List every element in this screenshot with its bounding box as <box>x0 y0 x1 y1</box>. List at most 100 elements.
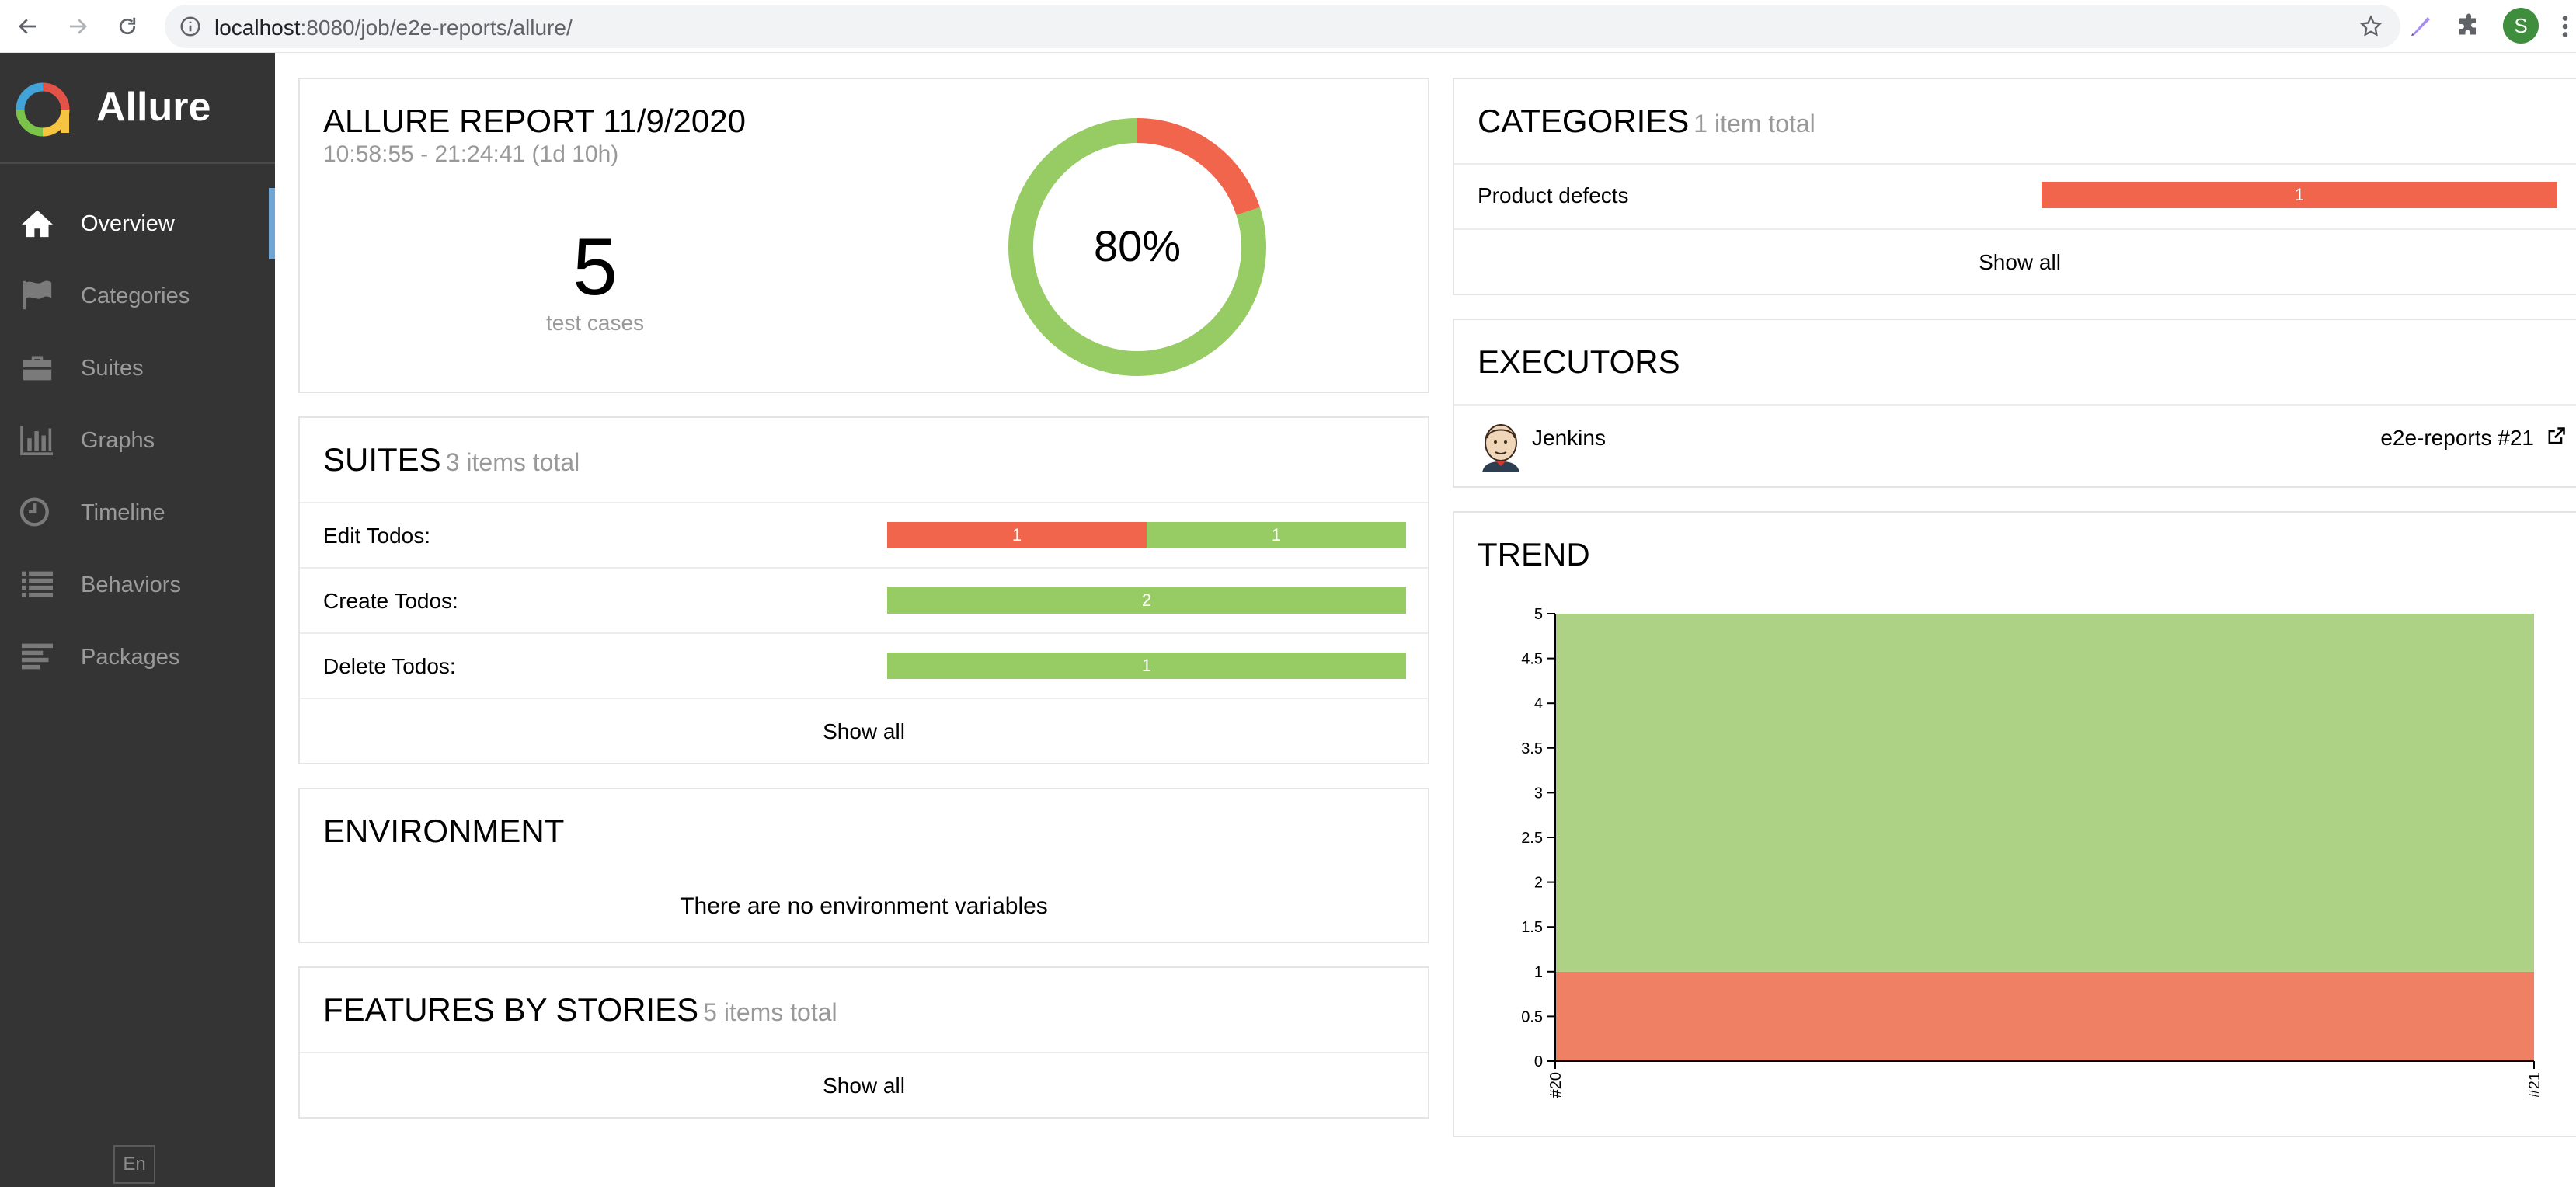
trend-y-tick-label: 2.5 <box>1521 830 1543 847</box>
features-count: 5 items total <box>703 998 837 1026</box>
categories-show-all-link[interactable]: Show all <box>1979 250 2061 274</box>
passed-segment: 2 <box>887 587 1406 614</box>
summary-widget: ALLURE REPORT 11/9/2020 10:58:55 - 21:24… <box>298 78 1429 393</box>
environment-widget: ENVIRONMENT There are no environment var… <box>298 788 1429 943</box>
bookmark-star-icon[interactable] <box>2358 14 2383 39</box>
sidebar-item-label: Timeline <box>81 500 165 525</box>
sidebar-item-label: Behaviors <box>81 573 181 597</box>
trend-area-0 <box>1555 971 2534 1061</box>
donut-failed-arc <box>1008 118 1266 376</box>
info-icon[interactable] <box>179 15 202 38</box>
trend-chart: 0 0.5 1 1.5 2 2.5 3 3.5 4 4.5 5 #20 #21 <box>1521 606 2543 1098</box>
url-text: localhost:8080/job/e2e-reports/allure/ <box>214 16 573 40</box>
features-title: FEATURES BY STORIES <box>323 991 699 1028</box>
trend-y-tick-label: 1 <box>1534 964 1543 981</box>
trend-y-tick-label: 4 <box>1534 695 1543 712</box>
success-rate-label: 80% <box>1094 221 1181 270</box>
sidebar-item-categories[interactable]: Categories <box>0 260 275 332</box>
trend-area-1 <box>1555 614 2534 972</box>
trend-y-tick-label: 3.5 <box>1521 740 1543 757</box>
trend-x-tick-label: #21 <box>2526 1072 2543 1098</box>
sidebar-item-packages[interactable]: Packages <box>0 621 275 693</box>
briefcase-icon <box>20 352 59 385</box>
suite-row[interactable]: Delete Todos: 1 <box>300 632 1428 698</box>
sidebar-item-label: Graphs <box>81 428 155 453</box>
features-show-all-link[interactable]: Show all <box>823 1074 905 1098</box>
trend-y-tick-label: 5 <box>1534 606 1543 623</box>
home-icon <box>20 207 59 240</box>
browser-toolbar: localhost:8080/job/e2e-reports/allure/ S <box>0 0 2576 53</box>
sidebar-item-label: Categories <box>81 284 190 308</box>
trend-title: TREND <box>1478 536 1590 573</box>
category-name: Product defects <box>1478 183 1629 207</box>
suites-count: 3 items total <box>445 448 580 476</box>
sidebar-item-label: Overview <box>81 211 175 236</box>
puzzle-extension-icon[interactable] <box>2455 12 2483 40</box>
back-arrow-icon[interactable] <box>12 11 44 42</box>
failed-segment: 1 <box>887 522 1147 548</box>
active-indicator <box>269 188 275 259</box>
sidebar-item-behaviors[interactable]: Behaviors <box>0 549 275 621</box>
sidebar: Allure Overview Categories Suites Graphs… <box>0 53 275 1187</box>
align-left-icon <box>20 641 59 674</box>
suites-show-all-link[interactable]: Show all <box>823 719 905 743</box>
trend-y-tick-label: 1.5 <box>1521 919 1543 936</box>
language-switcher[interactable]: En <box>113 1145 155 1184</box>
kebab-menu-icon[interactable] <box>2560 12 2570 40</box>
jenkins-icon <box>1478 421 1524 472</box>
executor-name: Jenkins <box>1532 426 1606 450</box>
show-all-row: Show all <box>1454 228 2576 295</box>
categories-count: 1 item total <box>1694 110 1815 137</box>
show-all-row: Show all <box>300 698 1428 764</box>
environment-title: ENVIRONMENT <box>323 813 565 849</box>
trend-widget: TREND 0 0.5 1 1.5 2 2.5 3 3.5 4 4.5 5 #20 #21 <box>1453 511 2576 1137</box>
brand-name: Allure <box>96 85 211 130</box>
test-case-label: test cases <box>545 311 645 335</box>
flag-icon <box>20 280 59 312</box>
reload-icon[interactable] <box>112 11 143 42</box>
sidebar-item-overview[interactable]: Overview <box>0 188 275 259</box>
category-status-bar: 1 <box>2042 182 2557 208</box>
report-time-range: 10:58:55 - 21:24:41 (1d 10h) <box>323 141 619 167</box>
suite-name: Delete Todos: <box>323 654 456 678</box>
sidebar-divider <box>0 162 275 164</box>
executor-row: Jenkins e2e-reports #21 <box>1454 404 2576 488</box>
clock-icon <box>20 496 59 529</box>
executor-build-link[interactable]: e2e-reports #21 <box>2380 426 2534 450</box>
trend-y-tick-label: 0.5 <box>1521 1008 1543 1025</box>
suite-name: Edit Todos: <box>323 524 431 548</box>
suite-status-bar: 1 1 <box>887 522 1406 548</box>
passed-segment: 1 <box>887 653 1406 679</box>
report-title: ALLURE REPORT 11/9/2020 <box>323 103 746 139</box>
address-bar[interactable]: localhost:8080/job/e2e-reports/allure/ <box>165 5 2400 48</box>
sidebar-item-graphs[interactable]: Graphs <box>0 405 275 476</box>
categories-widget: CATEGORIES 1 item total Product defects 1… <box>1453 78 2576 295</box>
suites-title: SUITES <box>323 441 441 478</box>
trend-y-tick-label: 0 <box>1534 1053 1543 1070</box>
category-row[interactable]: Product defects 1 <box>1454 163 2576 228</box>
executors-widget: EXECUTORS Jenkins e2e-reports #21 <box>1453 319 2576 488</box>
suite-row[interactable]: Edit Todos: 1 1 <box>300 502 1428 567</box>
suite-row[interactable]: Create Todos: 2 <box>300 567 1428 632</box>
pen-extension-icon[interactable] <box>2407 12 2435 40</box>
trend-y-tick-label: 4.5 <box>1521 651 1543 668</box>
forward-arrow-icon[interactable] <box>62 11 93 42</box>
success-rate-donut: 80% <box>1008 118 1266 376</box>
external-link-icon[interactable] <box>2545 426 2567 447</box>
profile-avatar[interactable]: S <box>2503 8 2539 44</box>
sidebar-item-timeline[interactable]: Timeline <box>0 477 275 548</box>
executors-title: EXECUTORS <box>1478 343 1680 380</box>
sidebar-item-suites[interactable]: Suites <box>0 332 275 404</box>
suite-status-bar: 1 <box>887 653 1406 679</box>
suite-status-bar: 2 <box>887 587 1406 614</box>
passed-segment: 1 <box>1147 522 1406 548</box>
categories-title: CATEGORIES <box>1478 103 1690 139</box>
trend-y-tick-label: 2 <box>1534 875 1543 892</box>
show-all-row: Show all <box>300 1052 1428 1119</box>
features-widget: FEATURES BY STORIES 5 items total Show al… <box>298 966 1429 1119</box>
bar-chart-icon <box>20 424 59 457</box>
url-path: :8080/job/e2e-reports/allure/ <box>300 16 573 40</box>
test-case-count: 5 <box>573 222 618 312</box>
list-icon <box>20 569 59 601</box>
allure-logo-icon <box>14 81 71 138</box>
